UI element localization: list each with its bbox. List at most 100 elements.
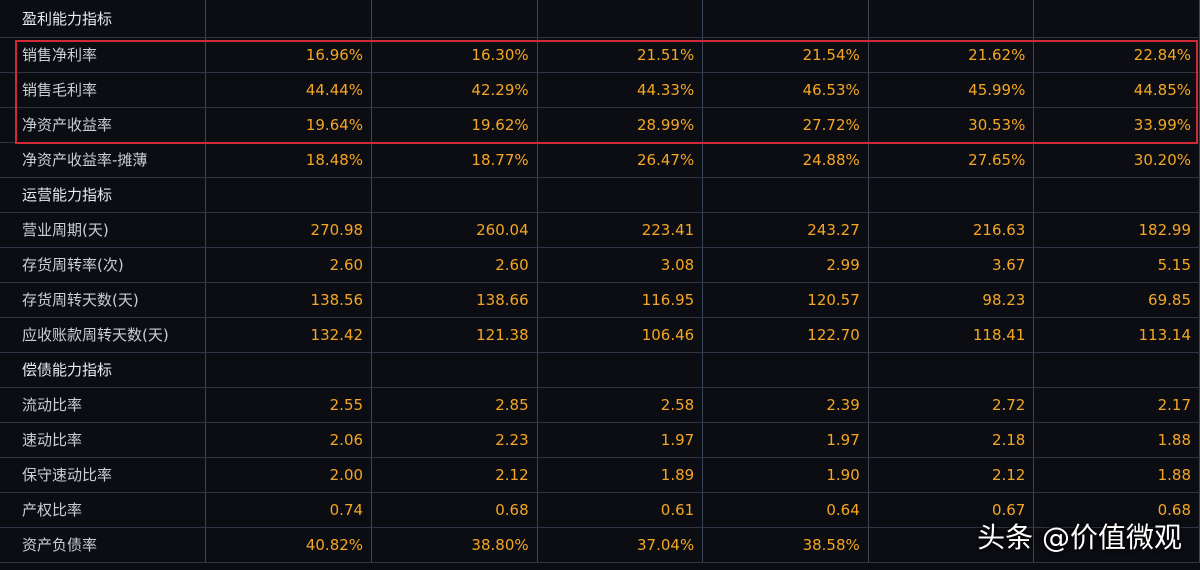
table-row[interactable]: 速动比率 2.06 2.23 1.97 1.97 2.18 1.88 xyxy=(0,422,1200,458)
value-cell: 1.90 xyxy=(702,457,869,493)
row-label: 存货周转天数(天) xyxy=(0,282,207,318)
empty-cell xyxy=(1033,0,1200,38)
value-cell: 1.97 xyxy=(537,422,704,458)
value-cell: 270.98 xyxy=(205,212,373,248)
value-cell: 243.27 xyxy=(702,212,869,248)
table-row[interactable]: 存货周转率(次) 2.60 2.60 3.08 2.99 3.67 5.15 xyxy=(0,247,1200,283)
row-label: 保守速动比率 xyxy=(0,457,207,493)
value-cell xyxy=(868,527,1035,563)
value-cell: 69.85 xyxy=(1033,282,1200,318)
value-cell: 2.39 xyxy=(702,387,869,423)
value-cell: 38.80% xyxy=(371,527,538,563)
value-cell: 122.70 xyxy=(702,317,869,353)
value-cell: 0.64 xyxy=(702,492,869,528)
empty-cell xyxy=(868,0,1035,38)
value-cell: 21.54% xyxy=(702,37,869,73)
value-cell: 2.55 xyxy=(205,387,373,423)
table-row[interactable]: 产权比率 0.74 0.68 0.61 0.64 0.67 0.68 xyxy=(0,492,1200,528)
table-row[interactable]: 净资产收益率 19.64% 19.62% 28.99% 27.72% 30.53% 33.9… xyxy=(0,107,1200,143)
value-cell: 106.46 xyxy=(537,317,704,353)
value-cell: 19.62% xyxy=(371,107,538,143)
value-cell: 18.77% xyxy=(371,142,538,178)
empty-cell xyxy=(702,352,869,388)
value-cell: 2.99 xyxy=(702,247,869,283)
value-cell: 45.99% xyxy=(868,72,1035,108)
row-label: 销售净利率 xyxy=(0,37,207,73)
value-cell: 182.99 xyxy=(1033,212,1200,248)
value-cell: 98.23 xyxy=(868,282,1035,318)
value-cell: 2.60 xyxy=(371,247,538,283)
table-row[interactable]: 应收账款周转天数(天) 132.42 121.38 106.46 122.70 118.4… xyxy=(0,317,1200,353)
value-cell: 138.66 xyxy=(371,282,538,318)
value-cell: 19.64% xyxy=(205,107,373,143)
value-cell: 30.53% xyxy=(868,107,1035,143)
row-label: 流动比率 xyxy=(0,387,207,423)
section-header-row: 运营能力指标 xyxy=(0,177,1200,213)
empty-cell xyxy=(205,352,373,388)
empty-cell xyxy=(205,177,373,213)
value-cell: 2.60 xyxy=(205,247,373,283)
table-row[interactable]: 销售毛利率 44.44% 42.29% 44.33% 46.53% 45.99% 44.85… xyxy=(0,72,1200,108)
value-cell: 0.68 xyxy=(1033,492,1200,528)
value-cell: 0.74 xyxy=(205,492,373,528)
value-cell: 21.51% xyxy=(537,37,704,73)
value-cell: 2.12 xyxy=(868,457,1035,493)
empty-cell xyxy=(868,177,1035,213)
value-cell: 1.88 xyxy=(1033,422,1200,458)
section-title: 盈利能力指标 xyxy=(0,0,207,38)
value-cell: 38.58% xyxy=(702,527,869,563)
empty-cell xyxy=(371,177,538,213)
value-cell: 37.04% xyxy=(537,527,704,563)
section-title: 运营能力指标 xyxy=(0,177,207,213)
section-header-row: 盈利能力指标 xyxy=(0,0,1200,38)
empty-cell xyxy=(371,352,538,388)
empty-cell xyxy=(537,352,704,388)
row-label: 应收账款周转天数(天) xyxy=(0,317,207,353)
value-cell: 138.56 xyxy=(205,282,373,318)
watermark-label: 头条 @价值微观 xyxy=(977,521,1182,554)
table-row[interactable]: 营业周期(天) 270.98 260.04 223.41 243.27 216.63 182… xyxy=(0,212,1200,248)
empty-cell xyxy=(702,0,869,38)
table-row[interactable]: 流动比率 2.55 2.85 2.58 2.39 2.72 2.17 xyxy=(0,387,1200,423)
value-cell: 2.23 xyxy=(371,422,538,458)
value-cell: 2.12 xyxy=(371,457,538,493)
empty-cell xyxy=(205,0,373,38)
value-cell: 1.97 xyxy=(702,422,869,458)
empty-cell xyxy=(371,0,538,38)
value-cell: 2.00 xyxy=(205,457,373,493)
value-cell: 3.67 xyxy=(868,247,1035,283)
table-row[interactable]: 销售净利率 16.96% 16.30% 21.51% 21.54% 21.62% 22.84… xyxy=(0,37,1200,73)
value-cell: 5.15 xyxy=(1033,247,1200,283)
value-cell: 0.61 xyxy=(537,492,704,528)
row-label: 存货周转率(次) xyxy=(0,247,207,283)
value-cell: 216.63 xyxy=(868,212,1035,248)
value-cell: 113.14 xyxy=(1033,317,1200,353)
table-row[interactable]: 资产负债率 40.82% 38.80% 37.04% 38.58% xyxy=(0,527,1200,563)
value-cell: 30.20% xyxy=(1033,142,1200,178)
value-cell: 132.42 xyxy=(205,317,373,353)
value-cell: 120.57 xyxy=(702,282,869,318)
row-label: 资产负债率 xyxy=(0,527,207,563)
value-cell: 0.67 xyxy=(868,492,1035,528)
value-cell: 26.47% xyxy=(537,142,704,178)
value-cell: 40.82% xyxy=(205,527,373,563)
value-cell: 44.44% xyxy=(205,72,373,108)
value-cell: 116.95 xyxy=(537,282,704,318)
table-row[interactable]: 净资产收益率-摊薄 18.48% 18.77% 26.47% 24.88% 27.65% 3… xyxy=(0,142,1200,178)
value-cell: 27.72% xyxy=(702,107,869,143)
value-cell: 22.84% xyxy=(1033,37,1200,73)
value-cell: 24.88% xyxy=(702,142,869,178)
table-row[interactable]: 存货周转天数(天) 138.56 138.66 116.95 120.57 98.23 69… xyxy=(0,282,1200,318)
table-row[interactable]: 保守速动比率 2.00 2.12 1.89 1.90 2.12 1.88 xyxy=(0,457,1200,493)
empty-cell xyxy=(868,352,1035,388)
value-cell: 118.41 xyxy=(868,317,1035,353)
value-cell: 28.99% xyxy=(537,107,704,143)
value-cell: 1.89 xyxy=(537,457,704,493)
empty-cell xyxy=(1033,177,1200,213)
empty-cell xyxy=(537,0,704,38)
value-cell: 27.65% xyxy=(868,142,1035,178)
value-cell: 0.68 xyxy=(371,492,538,528)
value-cell: 2.58 xyxy=(537,387,704,423)
